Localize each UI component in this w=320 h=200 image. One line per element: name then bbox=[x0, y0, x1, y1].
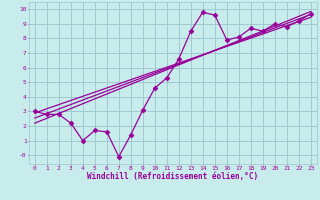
X-axis label: Windchill (Refroidissement éolien,°C): Windchill (Refroidissement éolien,°C) bbox=[87, 172, 258, 181]
